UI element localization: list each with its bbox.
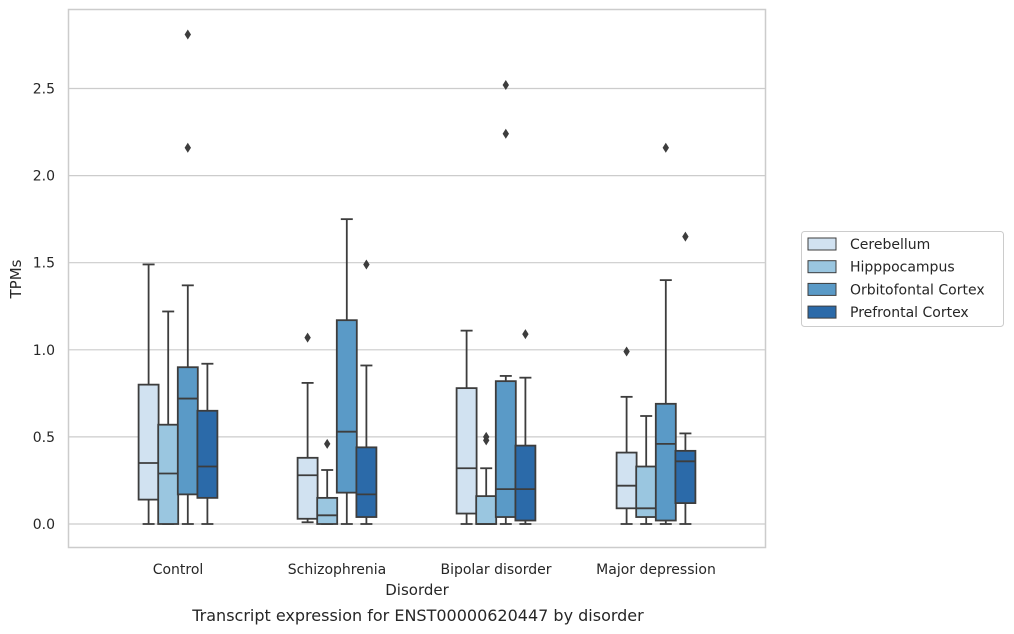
y-tick-label-2: 1.0 <box>33 343 55 359</box>
box-3-0 <box>196 362 219 525</box>
outlier-point-1 <box>184 29 191 40</box>
box-body <box>654 402 677 522</box>
outlier-point-0 <box>682 231 689 242</box>
box-body <box>355 446 378 518</box>
box-0-2 <box>455 329 478 525</box>
box-0-1 <box>296 332 319 524</box>
box-body <box>137 383 160 501</box>
box-plot-chart: 0.0 0.5 1.0 1.5 2.0 2.5 Control Schizophrenia B… <box>7 8 1004 599</box>
box-3-2 <box>514 329 537 525</box>
box-body <box>674 449 697 504</box>
legend-item-0: Cerebellum <box>807 237 930 253</box>
legend-label: Hipppocampus <box>850 260 955 276</box>
box-body <box>615 451 638 510</box>
box-body <box>635 465 658 518</box>
box-1-0 <box>157 310 180 525</box>
x-tick-label-2: Bipolar disorder <box>440 562 551 578</box>
outlier-point-0 <box>522 329 529 340</box>
x-axis-label: Disorder <box>385 581 449 599</box>
legend-item-1: Hipppocampus <box>807 260 955 276</box>
x-tick-label-1: Schizophrenia <box>288 562 386 578</box>
outlier-point-0 <box>304 332 311 343</box>
box-3-1 <box>355 259 378 525</box>
x-axis-ticks: Control Schizophrenia Bipolar disorder Majo… <box>153 562 716 578</box>
figure-caption: Transcript expression for ENST0000062044… <box>192 606 644 625</box>
legend-swatch <box>807 282 837 296</box>
legend-frame <box>801 231 1004 327</box>
legend-label: Prefrontal Cortex <box>850 305 969 321</box>
y-tick-label-0: 0.0 <box>33 517 55 533</box>
series-3 <box>196 231 697 525</box>
box-1-2 <box>475 431 498 525</box>
y-axis-ticks: 0.0 0.5 1.0 1.5 2.0 2.5 <box>33 82 55 534</box>
y-tick-label-4: 2.0 <box>33 169 55 185</box>
legend-swatch <box>807 260 837 274</box>
legend-item-3: Prefrontal Cortex <box>807 305 969 321</box>
outlier-point-1 <box>483 431 490 442</box>
box-body <box>296 456 319 520</box>
box-body <box>316 496 339 525</box>
box-body <box>514 444 537 522</box>
outlier-point-0 <box>324 438 331 449</box>
legend-swatch <box>807 305 837 319</box>
outlier-point-1 <box>502 80 509 91</box>
box-body <box>196 409 219 499</box>
y-tick-label-3: 1.5 <box>33 256 55 272</box>
box-1-1 <box>316 438 339 525</box>
y-tick-label-1: 0.5 <box>33 430 55 446</box>
legend-label: Cerebellum <box>850 237 930 253</box>
legend: Cerebellum Hipppocampus Orbitofontal Corte… <box>801 231 1004 327</box>
box-0-0 <box>137 263 160 525</box>
legend-swatch <box>807 237 837 251</box>
legend-label: Orbitofontal Cortex <box>850 282 985 298</box>
x-tick-label-3: Major depression <box>596 562 716 578</box>
box-body <box>494 380 517 518</box>
outlier-point-0 <box>363 259 370 270</box>
series-1 <box>157 310 658 525</box>
y-axis-label: TPMs <box>7 259 25 299</box>
legend-item-2: Orbitofontal Cortex <box>807 282 985 298</box>
y-tick-label-5: 2.5 <box>33 82 55 98</box>
box-body <box>455 387 478 515</box>
box-0-3 <box>615 346 638 525</box>
box-body <box>176 366 199 496</box>
plot-area-frame <box>67 8 767 549</box>
box-1-3 <box>635 415 658 525</box>
outlier-point-0 <box>662 142 669 153</box>
box-3-3 <box>674 231 697 525</box>
box-2-1 <box>335 218 358 525</box>
box-2-2 <box>494 80 517 525</box>
box-series <box>137 29 697 525</box>
box-body <box>335 319 358 494</box>
x-tick-label-0: Control <box>153 562 204 578</box>
box-body <box>475 495 498 525</box>
series-2 <box>176 29 677 525</box>
box-2-0 <box>176 29 199 525</box>
outlier-point-0 <box>502 128 509 139</box>
outlier-point-0 <box>184 142 191 153</box>
box-2-3 <box>654 142 677 525</box>
outlier-point-0 <box>623 346 630 357</box>
